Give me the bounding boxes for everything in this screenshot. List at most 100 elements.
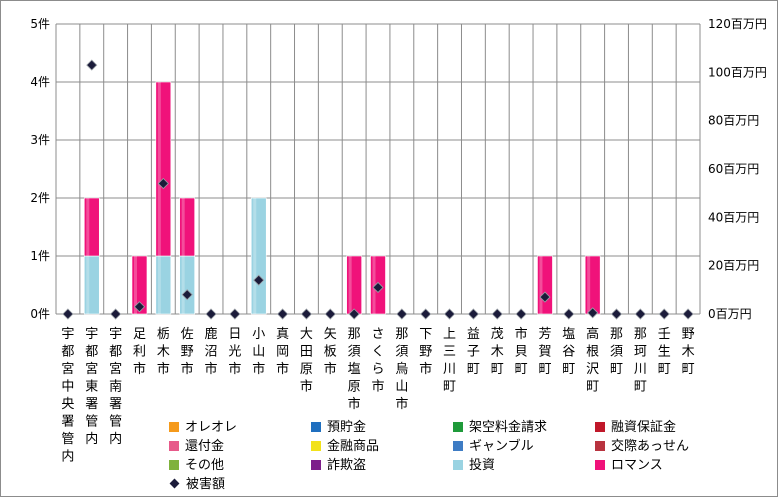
category-label: 芳賀町 (538, 327, 551, 377)
category-label: 小山市 (252, 327, 265, 377)
category-label: 野木町 (682, 327, 695, 377)
bar-highlight (253, 198, 257, 314)
category-labels: 宇都宮中央署管内宇都宮東署管内宇都宮南署管内足利市栃木市佐野市鹿沼市日光市小山市… (61, 326, 694, 465)
damage-point (682, 308, 694, 320)
bar-segment (584, 255, 601, 315)
damage-point (420, 308, 432, 320)
legend-label: 還付金 (185, 439, 225, 454)
damage-point (157, 177, 169, 190)
damage-point (62, 308, 74, 320)
right-axis-tick-label: 120百万円 (708, 17, 767, 31)
category-label: 那須塩原市 (348, 327, 361, 412)
category-label: 上三川町 (443, 327, 456, 395)
category-label: 佐野市 (181, 327, 194, 377)
damage-point (348, 308, 360, 320)
bar-rect (131, 255, 148, 315)
category-label: 高根沢町 (586, 326, 599, 395)
damage-point (515, 308, 527, 320)
legend-label: ギャンブル (469, 439, 534, 454)
damage-point (634, 308, 646, 320)
right-axis-tick-label: 100百万円 (708, 65, 767, 79)
category-label: 塩谷町 (562, 327, 575, 377)
category-label: さくら市 (371, 327, 384, 395)
legend-item-kanpu: 還付金 (169, 438, 224, 456)
bar-segment (537, 255, 553, 315)
bar-highlight (181, 198, 185, 256)
legend-item-sagitou: 詐欺盗 (311, 457, 366, 475)
damage-point (205, 308, 217, 320)
bar-highlight (539, 256, 543, 314)
right-axis-tick-label: 80百万円 (708, 114, 759, 128)
bar-highlight (86, 198, 90, 256)
legend-swatch (595, 459, 605, 470)
legend-label: 金融商品 (327, 439, 380, 454)
bar-highlight (587, 256, 591, 314)
legend-item-higaigaku: 被害額 (169, 476, 225, 494)
bar-highlight (86, 256, 90, 314)
legend-swatch (453, 459, 463, 470)
damage-point (563, 308, 575, 320)
legend-label: 預貯金 (327, 420, 367, 435)
legend-item-yochokin: 預貯金 (311, 419, 366, 437)
legend-label: 投資 (469, 458, 496, 473)
bar-highlight (372, 256, 376, 314)
bar-segment (83, 197, 100, 257)
bar-segment (131, 255, 148, 315)
category-label: 栃木市 (157, 327, 170, 377)
category-label: 日光市 (228, 327, 241, 377)
bar-segment (83, 255, 100, 315)
damage-point (300, 308, 313, 320)
damage-point (133, 301, 146, 313)
damage-point (229, 308, 241, 320)
damage-point (324, 308, 336, 320)
damage-point (610, 308, 623, 320)
legend-label: 融資保証金 (611, 420, 677, 435)
legend-swatch (595, 421, 605, 432)
damage-point (181, 289, 193, 301)
category-label: 宇都宮南署管内 (109, 327, 122, 447)
legend-item-kinyuu: 金融商品 (311, 438, 379, 456)
category-label: 大田原市 (300, 327, 313, 395)
damage-marker-layer (62, 59, 694, 320)
bar-highlight (157, 82, 161, 256)
category-label: 那珂川町 (634, 327, 647, 395)
right-axis-tick-label: 60百万円 (708, 162, 759, 176)
legend-item-romance: ロマンス (595, 457, 663, 475)
damage-point (443, 308, 456, 320)
legend-swatch (311, 421, 321, 432)
right-axis-tick-label: 20百万円 (708, 259, 759, 273)
bar-segment (346, 255, 362, 315)
category-label: 益子町 (467, 327, 480, 377)
damage-point (396, 308, 408, 320)
legend-item-gamble: ギャンブル (453, 438, 534, 456)
damage-point (587, 307, 599, 319)
legend-label: 被害額 (186, 477, 226, 492)
category-label: 真岡市 (276, 327, 289, 377)
damage-point (86, 59, 98, 71)
bar-rect (155, 81, 172, 257)
category-label: 宇都宮東署管内 (85, 327, 98, 447)
legend-item-kakuu: 架空料金請求 (453, 419, 547, 437)
right-axis-labels: 0百万円 20百万円 40百万円 60百万円 80百万円 100百万円 120百万円 (708, 17, 767, 321)
damage-point (467, 308, 479, 320)
legend-item-kousai: 交際あっせん (595, 438, 689, 456)
bar-segment (179, 197, 195, 257)
damage-point (372, 281, 384, 293)
bar-rect (179, 197, 195, 257)
left-axis-tick-label: 4件 (30, 75, 50, 89)
left-axis-labels: 0件 1件 2件 3件 4件 5件 (30, 17, 50, 321)
legend-item-toushi: 投資 (453, 457, 495, 475)
category-label: 那須町 (610, 327, 623, 377)
legend-label: その他 (185, 458, 225, 473)
damage-point (253, 274, 265, 286)
bar-rect (250, 197, 267, 315)
plot-grid (55, 23, 701, 315)
legend-label: オレオレ (185, 420, 238, 435)
legend-item-other: その他 (169, 457, 224, 475)
damage-point (491, 308, 503, 320)
legend-label: 詐欺盗 (327, 458, 367, 473)
category-label: 茂木町 (491, 327, 504, 377)
category-label: 矢板市 (324, 327, 337, 377)
